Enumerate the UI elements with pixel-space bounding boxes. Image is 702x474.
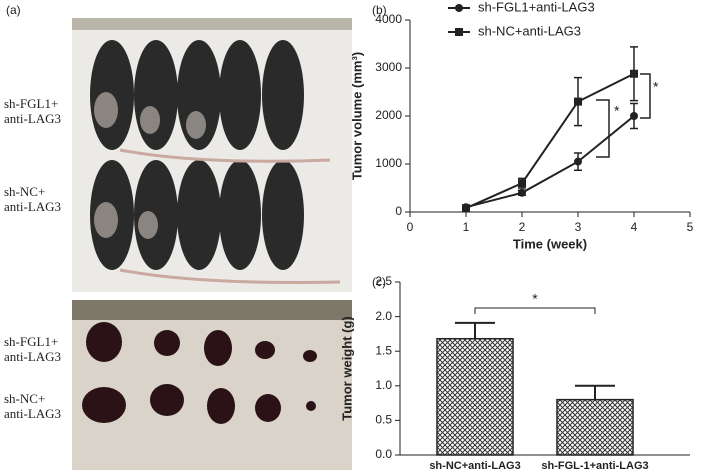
marker	[518, 188, 526, 197]
x-tick-label: 5	[687, 220, 694, 234]
bar	[556, 398, 634, 456]
marker	[630, 112, 638, 120]
legend-label: sh-NC+anti-LAG3	[478, 23, 581, 38]
series-line	[465, 72, 635, 210]
photo-label: sh-FGL1+ anti-LAG3	[4, 334, 61, 364]
photo-bottom	[72, 300, 352, 470]
photo-top	[72, 18, 352, 292]
y-tick-label: 1.0	[375, 378, 392, 392]
y-tick-label: 2.0	[375, 309, 392, 323]
y-tick-label: 2000	[375, 108, 402, 122]
x-tick-label: sh-FGL-1+anti-LAG3	[541, 460, 648, 472]
annotation: *	[653, 79, 659, 95]
panel-label: (b)	[372, 3, 387, 17]
error-bar	[575, 384, 615, 400]
y-tick-label: 4000	[375, 12, 402, 26]
photo-label: sh-NC+ anti-LAG3	[4, 391, 61, 421]
x-tick-label: 0	[407, 220, 414, 234]
series-line	[465, 115, 635, 209]
annotation: *	[614, 103, 620, 119]
bracket	[640, 73, 651, 119]
marker	[462, 204, 470, 213]
y-axis-label: Tumor volume (mm³)	[349, 52, 364, 180]
y-tick-label: 1.5	[375, 343, 392, 357]
legend-marker	[455, 4, 463, 12]
x-tick-label: 1	[463, 220, 470, 234]
y-tick-label: 0.5	[375, 413, 392, 427]
y-tick-label: 0	[395, 204, 402, 218]
panel-label: (c)	[372, 275, 386, 289]
y-tick-label: 1000	[375, 156, 402, 170]
y-tick-label: 2.5	[375, 274, 392, 288]
error-bar	[455, 321, 495, 339]
marker	[518, 179, 526, 188]
bracket	[596, 99, 610, 158]
legend-marker	[455, 28, 463, 36]
legend-label: sh-FGL1+anti-LAG3	[478, 0, 595, 14]
photo-label: sh-FGL1+ anti-LAG3	[4, 96, 61, 126]
marker	[574, 157, 582, 166]
x-tick-label: 4	[631, 220, 638, 234]
y-tick-label: 0.0	[375, 447, 392, 461]
photo-label: sh-NC+ anti-LAG3	[4, 184, 61, 214]
x-tick-label: 3	[575, 220, 582, 234]
marker	[574, 97, 582, 106]
x-tick-label: 2	[519, 220, 526, 234]
x-axis-label: Time (week)	[513, 236, 587, 251]
x-tick-label: sh-NC+anti-LAG3	[429, 460, 520, 472]
bar	[436, 337, 514, 456]
marker	[630, 69, 638, 78]
bracket	[474, 307, 596, 314]
panel-label: (a)	[6, 3, 21, 17]
y-axis-label: Tumor weight (g)	[339, 316, 354, 420]
annotation: *	[532, 291, 538, 307]
y-tick-label: 3000	[375, 60, 402, 74]
